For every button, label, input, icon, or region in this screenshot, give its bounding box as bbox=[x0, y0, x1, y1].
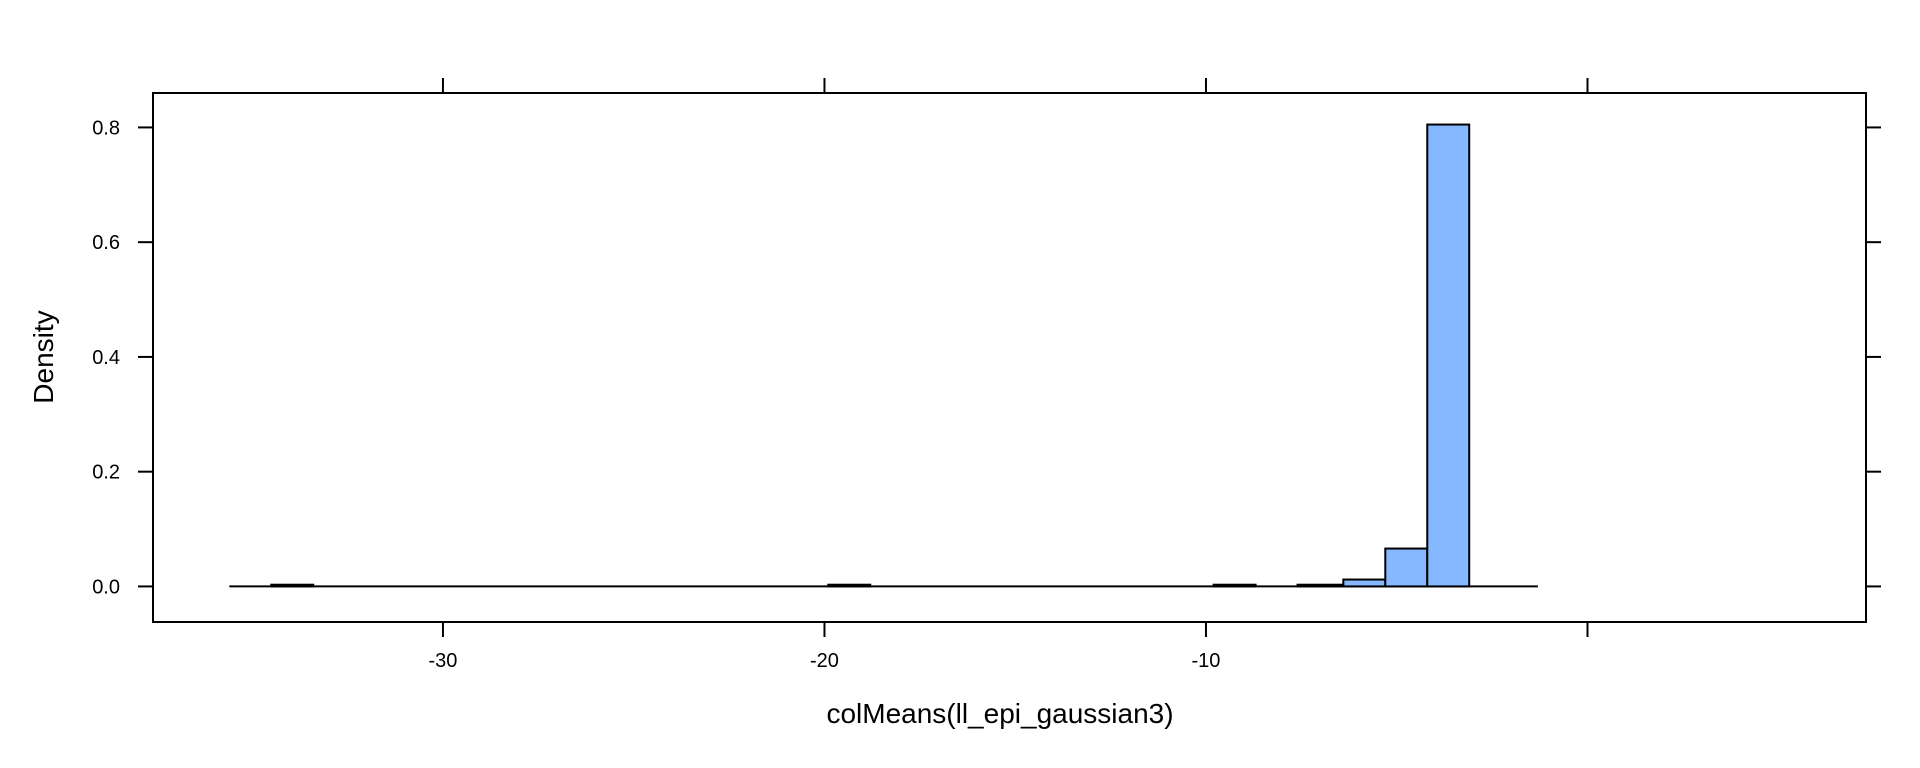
plot-panel bbox=[152, 92, 1867, 623]
histogram-bar bbox=[1296, 583, 1345, 588]
x-tick-label: -30 bbox=[428, 650, 457, 672]
histogram-bar bbox=[270, 583, 315, 588]
x-tick-label: -20 bbox=[810, 650, 839, 672]
histogram-bar bbox=[1384, 547, 1429, 588]
y-tick-label: 0.4 bbox=[92, 347, 120, 369]
y-tick-label: 0.2 bbox=[92, 462, 120, 484]
histogram-bar bbox=[1426, 123, 1471, 588]
histogram-bar bbox=[1342, 578, 1387, 588]
x-axis-label: colMeans(ll_epi_gaussian3) bbox=[826, 698, 1173, 729]
x-tick-label: -10 bbox=[1192, 650, 1221, 672]
histogram-bars bbox=[229, 123, 1538, 588]
y-axis-label: Density bbox=[28, 310, 59, 403]
histogram-bar bbox=[827, 583, 872, 588]
histogram-bar bbox=[1212, 583, 1257, 588]
y-tick-label: 0.8 bbox=[92, 117, 120, 139]
y-tick-label: 0.0 bbox=[92, 576, 120, 598]
axis-ticks: -30 -20 -10 0.0 0.2 0.4 0.6 0.8 bbox=[92, 78, 1881, 672]
y-tick-label: 0.6 bbox=[92, 232, 120, 254]
